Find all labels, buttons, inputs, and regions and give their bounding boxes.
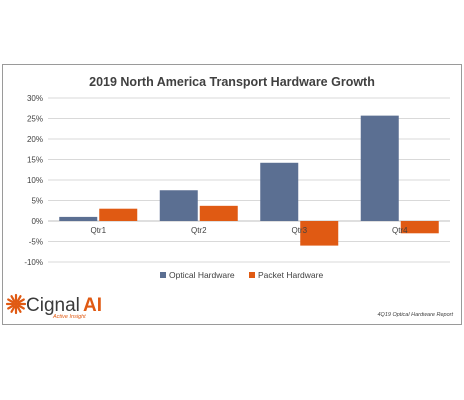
y-tick-label: 10%: [27, 176, 43, 185]
y-tick-label: -10%: [24, 258, 43, 267]
legend-label: Optical Hardware: [169, 270, 235, 280]
report-footnote: 4Q19 Optical Hardware Report: [377, 312, 453, 318]
y-tick-label: 5%: [31, 197, 43, 206]
y-tick-label: -5%: [29, 238, 43, 247]
logo-name: Cignal: [26, 295, 80, 316]
x-tick-label: Qtr4: [392, 226, 408, 235]
y-tick-label: 0%: [31, 217, 43, 226]
bar-packet-hardware-qtr2: [199, 205, 238, 221]
bar-packet-hardware-qtr1: [99, 208, 138, 221]
bar-optical-hardware-qtr2: [159, 190, 198, 221]
x-tick-label: Qtr1: [90, 226, 106, 235]
chart-title: 2019 North America Transport Hardware Gr…: [89, 75, 375, 89]
bars: [59, 115, 439, 246]
legend: Optical Hardware Packet Hardware: [160, 270, 323, 280]
legend-swatch: [249, 272, 255, 278]
x-tick-label: Qtr3: [291, 226, 307, 235]
legend-label: Packet Hardware: [258, 270, 323, 280]
x-axis: Qtr1 Qtr2 Qtr3 Qtr4: [90, 226, 408, 235]
bar-optical-hardware-qtr1: [59, 216, 98, 221]
y-tick-label: 20%: [27, 135, 43, 144]
y-tick-label: 15%: [27, 156, 43, 165]
sunburst-icon: [5, 293, 27, 315]
bar-packet-hardware-qtr4: [400, 221, 439, 234]
company-logo: Cignal AI Active Insight: [5, 293, 102, 320]
logo-suffix: AI: [83, 295, 102, 316]
y-axis: -10% -5% 0% 5% 10% 15% 20% 25% 30%: [24, 94, 43, 267]
bar-optical-hardware-qtr4: [360, 115, 399, 221]
bar-packet-hardware-qtr3: [300, 221, 339, 246]
bar-optical-hardware-qtr3: [260, 162, 299, 221]
x-tick-label: Qtr2: [191, 226, 207, 235]
y-tick-label: 25%: [27, 115, 43, 124]
logo-tagline: Active Insight: [52, 314, 86, 320]
chart: 2019 North America Transport Hardware Gr…: [5, 75, 453, 320]
legend-swatch: [160, 272, 166, 278]
chart-frame: 2019 North America Transport Hardware Gr…: [2, 64, 462, 325]
y-tick-label: 30%: [27, 94, 43, 103]
